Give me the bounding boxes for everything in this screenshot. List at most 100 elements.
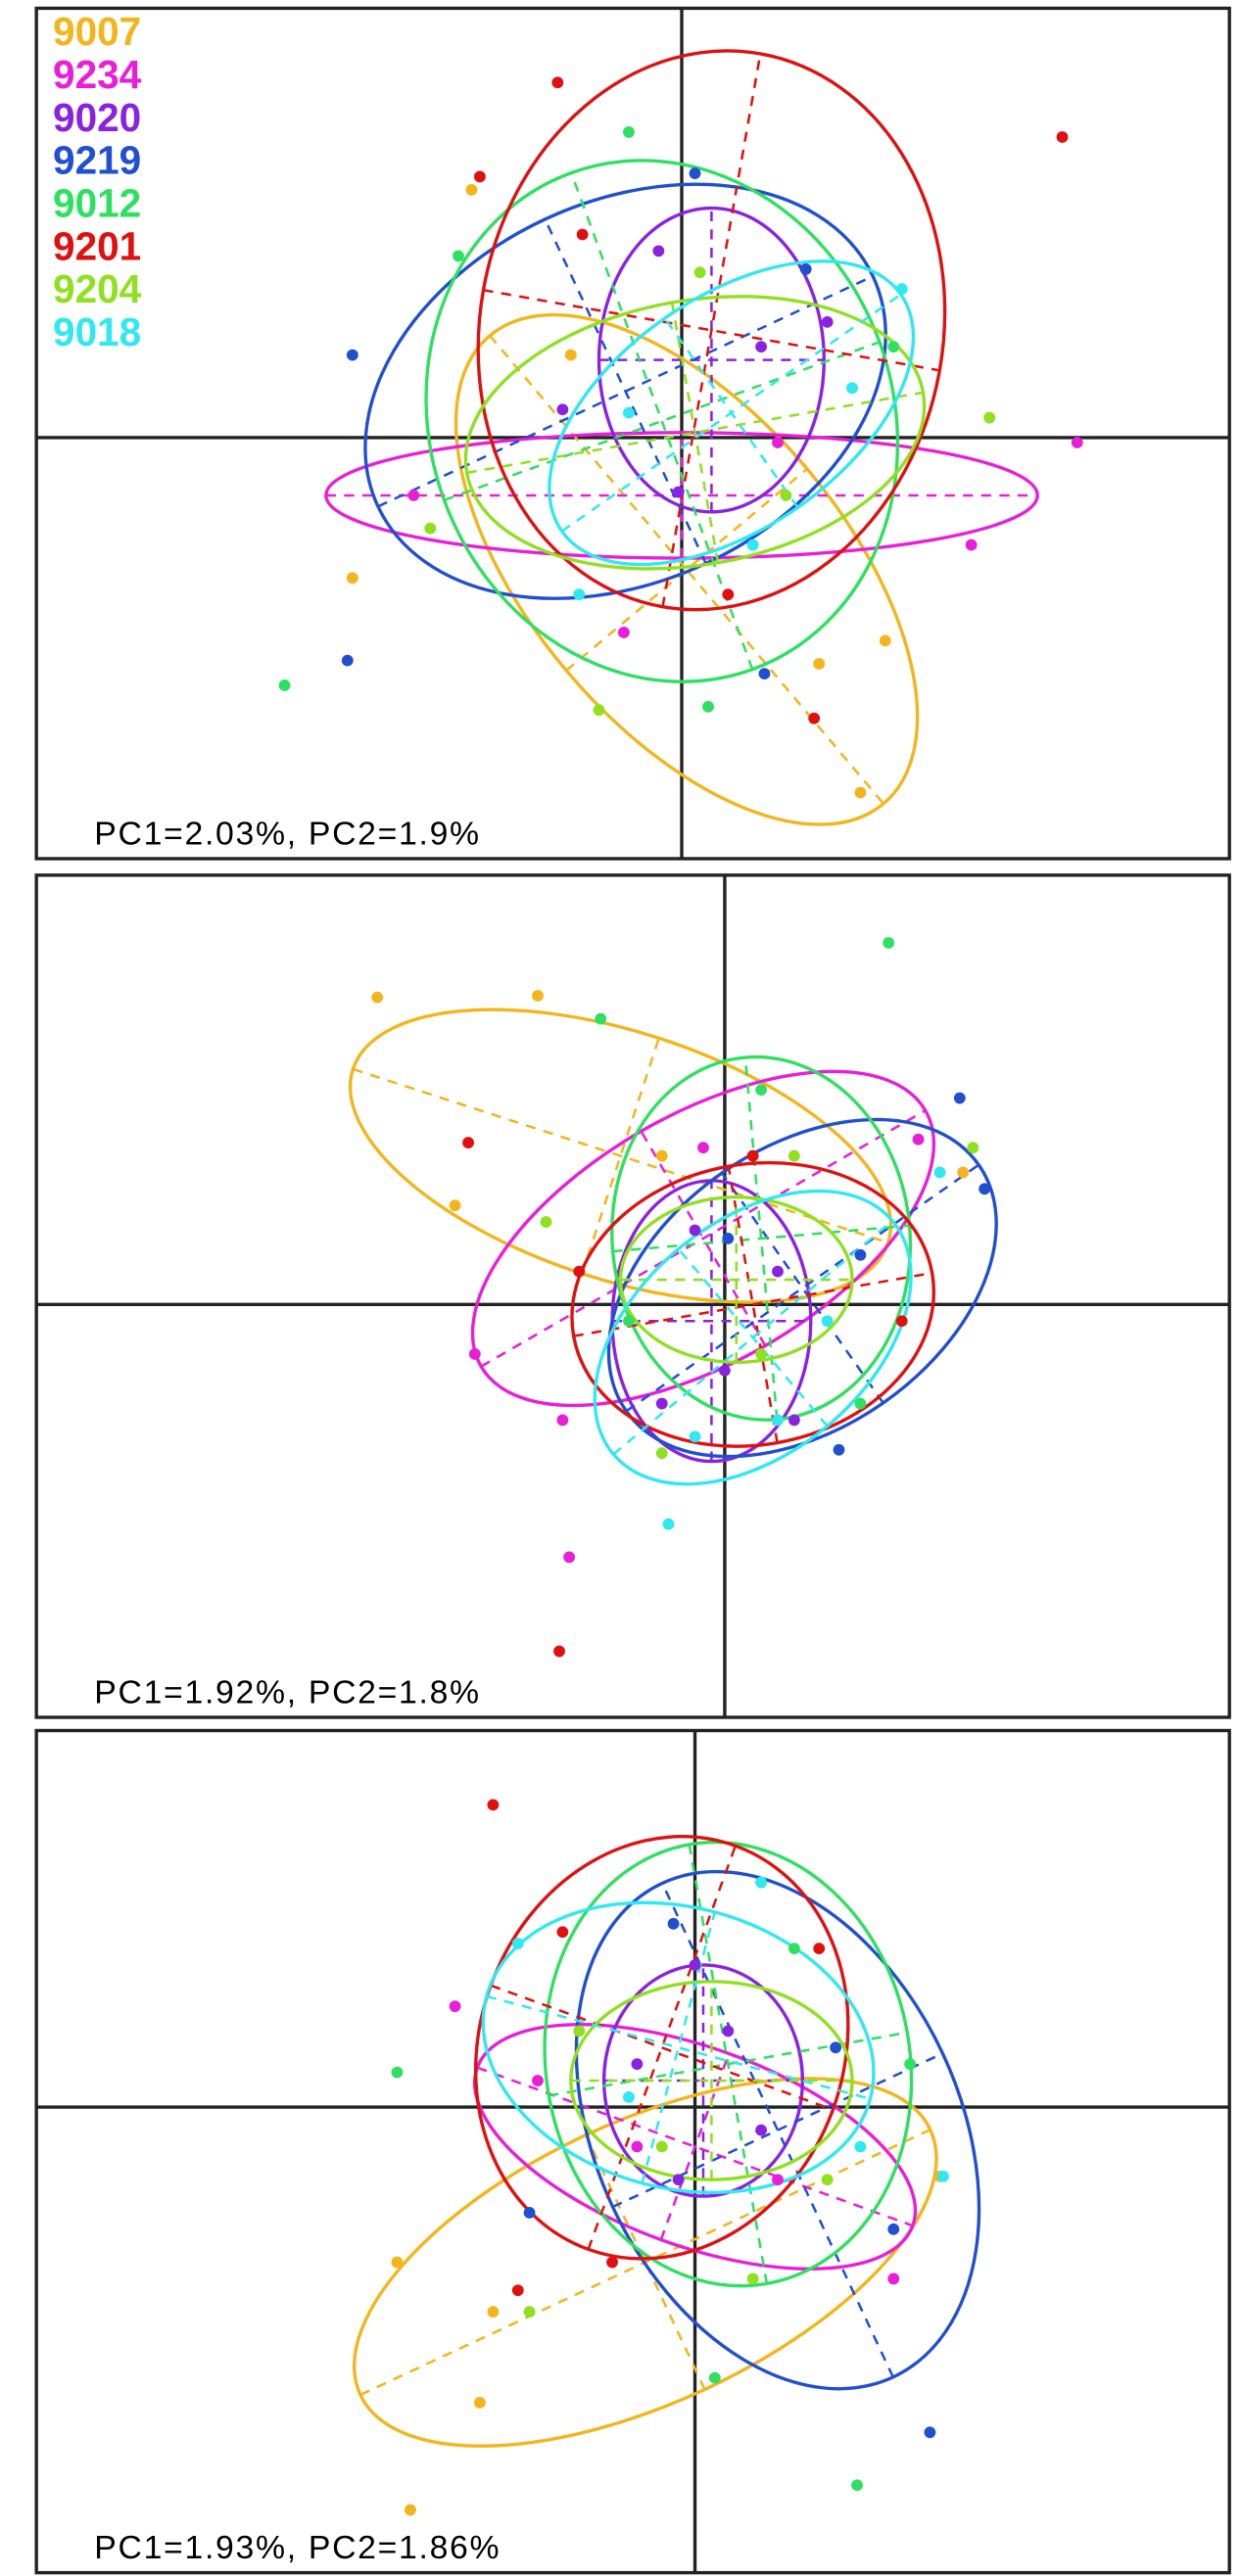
data-point <box>772 1265 784 1278</box>
data-point <box>346 349 358 361</box>
data-point <box>655 1447 668 1460</box>
confidence-ellipse <box>569 1980 854 2181</box>
data-point <box>346 572 358 585</box>
data-point <box>487 2306 500 2318</box>
confidence-ellipse <box>481 1900 876 2195</box>
data-point <box>623 126 635 138</box>
data-point <box>821 1315 834 1328</box>
data-point <box>556 1414 569 1427</box>
data-point <box>846 382 858 395</box>
data-point <box>689 1430 701 1443</box>
data-point <box>887 341 900 353</box>
data-point <box>788 1943 800 1955</box>
data-point <box>371 991 384 1004</box>
data-point <box>1071 437 1083 448</box>
data-point <box>933 1166 946 1179</box>
data-point <box>655 1149 668 1162</box>
ellipse-major-axis <box>486 1994 871 2100</box>
data-point <box>551 76 564 89</box>
data-point <box>424 522 437 535</box>
data-point <box>755 2124 768 2136</box>
data-point <box>606 2256 618 2269</box>
data-point <box>830 2041 842 2054</box>
data-point <box>854 2140 867 2153</box>
data-point <box>655 2140 668 2153</box>
data-point <box>573 1265 586 1278</box>
data-point <box>573 2025 586 2037</box>
ellipse-minor-axis <box>544 218 707 565</box>
data-point <box>722 2025 735 2037</box>
legend-entry: 9007 <box>53 9 141 54</box>
data-point <box>821 315 834 328</box>
data-point <box>851 2479 863 2492</box>
legend-entry: 9012 <box>53 181 141 226</box>
ellipse-major-axis <box>444 341 881 502</box>
data-point <box>672 486 685 498</box>
ellipse-major-axis <box>483 289 940 372</box>
confidence-ellipse <box>470 1069 936 1408</box>
data-point <box>576 228 589 241</box>
data-point <box>854 1397 867 1410</box>
data-point <box>722 1233 735 1244</box>
confidence-ellipse <box>463 295 927 571</box>
data-point <box>895 1315 908 1328</box>
data-point <box>722 588 735 601</box>
data-point <box>708 2371 721 2384</box>
data-point <box>689 167 701 179</box>
data-point <box>631 2140 644 2153</box>
confidence-ellipse <box>570 1160 936 1448</box>
data-point <box>799 263 812 275</box>
data-point <box>693 266 706 279</box>
data-point <box>904 2058 917 2071</box>
data-point <box>788 1149 800 1162</box>
data-point <box>487 1799 500 1811</box>
data-point <box>746 2272 759 2285</box>
ellipse-minor-axis <box>688 1844 769 2284</box>
data-point <box>523 2207 536 2219</box>
legend-entry: 9020 <box>53 95 141 140</box>
data-point <box>564 349 577 361</box>
data-point <box>953 1092 966 1104</box>
data-point <box>780 490 792 501</box>
ellipse-major-axis <box>489 335 884 805</box>
data-point <box>449 2000 461 2013</box>
data-point <box>652 245 665 258</box>
data-point <box>631 2058 644 2071</box>
data-point <box>556 403 569 416</box>
ellipse-major-axis <box>466 391 924 475</box>
ellipse-major-axis <box>573 1271 932 1337</box>
ellipse-minor-axis <box>565 467 808 672</box>
legend-entry: 9018 <box>53 309 141 354</box>
data-point <box>453 250 464 262</box>
data-point <box>278 679 291 691</box>
legend-entry: 9204 <box>53 266 142 311</box>
data-point <box>755 1084 768 1097</box>
data-point <box>623 1315 635 1328</box>
data-point <box>556 1926 569 1939</box>
data-point <box>808 712 821 725</box>
confidence-ellipse <box>424 159 900 683</box>
data-point <box>405 2504 416 2516</box>
data-point <box>957 1166 970 1179</box>
data-point <box>532 2075 544 2086</box>
data-point <box>511 1938 524 1949</box>
data-point <box>593 704 605 717</box>
data-point <box>672 2174 685 2186</box>
ellipse-minor-axis <box>570 172 754 671</box>
data-point <box>449 1199 461 1212</box>
annotation: PC1=2.03%, PC2=1.9% <box>94 815 481 852</box>
data-point <box>563 1551 576 1564</box>
data-point <box>391 2066 404 2079</box>
ellipse-minor-axis <box>661 53 762 607</box>
confidence-ellipse <box>601 1963 805 2198</box>
legend-entry: 9201 <box>53 223 141 268</box>
data-point <box>965 539 978 551</box>
data-point <box>697 1142 709 1154</box>
data-point <box>623 2091 635 2103</box>
data-point <box>617 627 630 638</box>
data-point <box>573 588 586 601</box>
data-point <box>967 1142 979 1154</box>
annotation: PC1=1.93%, PC2=1.86% <box>94 2529 501 2566</box>
data-point <box>391 2256 404 2269</box>
